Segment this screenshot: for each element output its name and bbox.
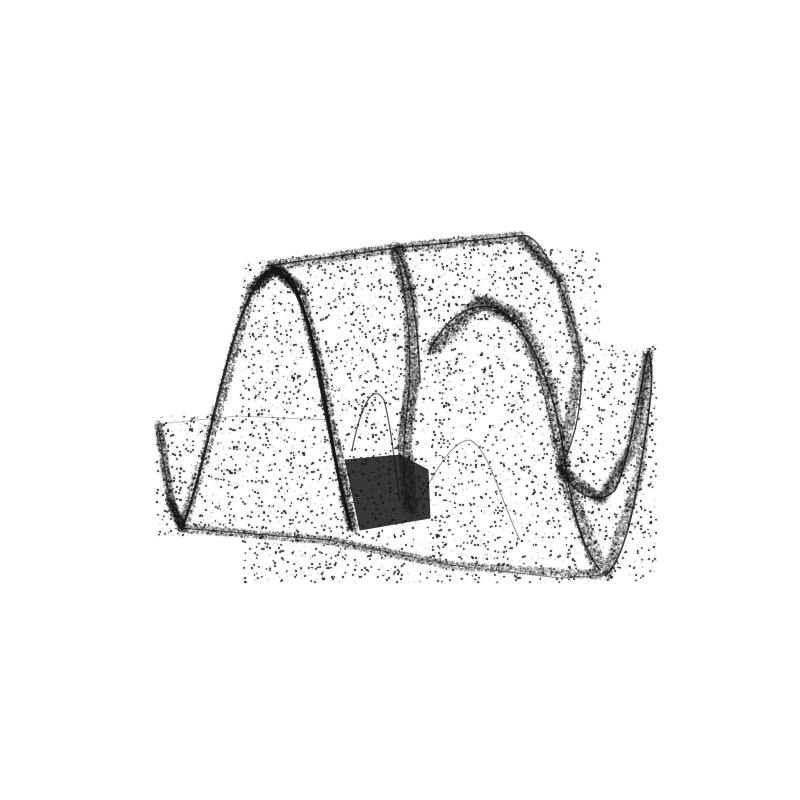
right-wing <box>559 351 653 576</box>
left-wing-edge <box>157 423 331 541</box>
dense-core <box>344 454 431 531</box>
arch-two-inner <box>469 309 591 561</box>
arch-one-outer <box>180 267 354 532</box>
mid-lobes <box>351 393 401 501</box>
arch-two-outer <box>429 305 601 571</box>
arch-one-inner <box>260 270 352 524</box>
lower-waves <box>409 439 521 541</box>
arch-one-ribbon <box>265 247 421 381</box>
bottom-edge <box>329 539 607 579</box>
left-wing-top <box>157 415 331 425</box>
top-ribbon <box>394 234 582 471</box>
